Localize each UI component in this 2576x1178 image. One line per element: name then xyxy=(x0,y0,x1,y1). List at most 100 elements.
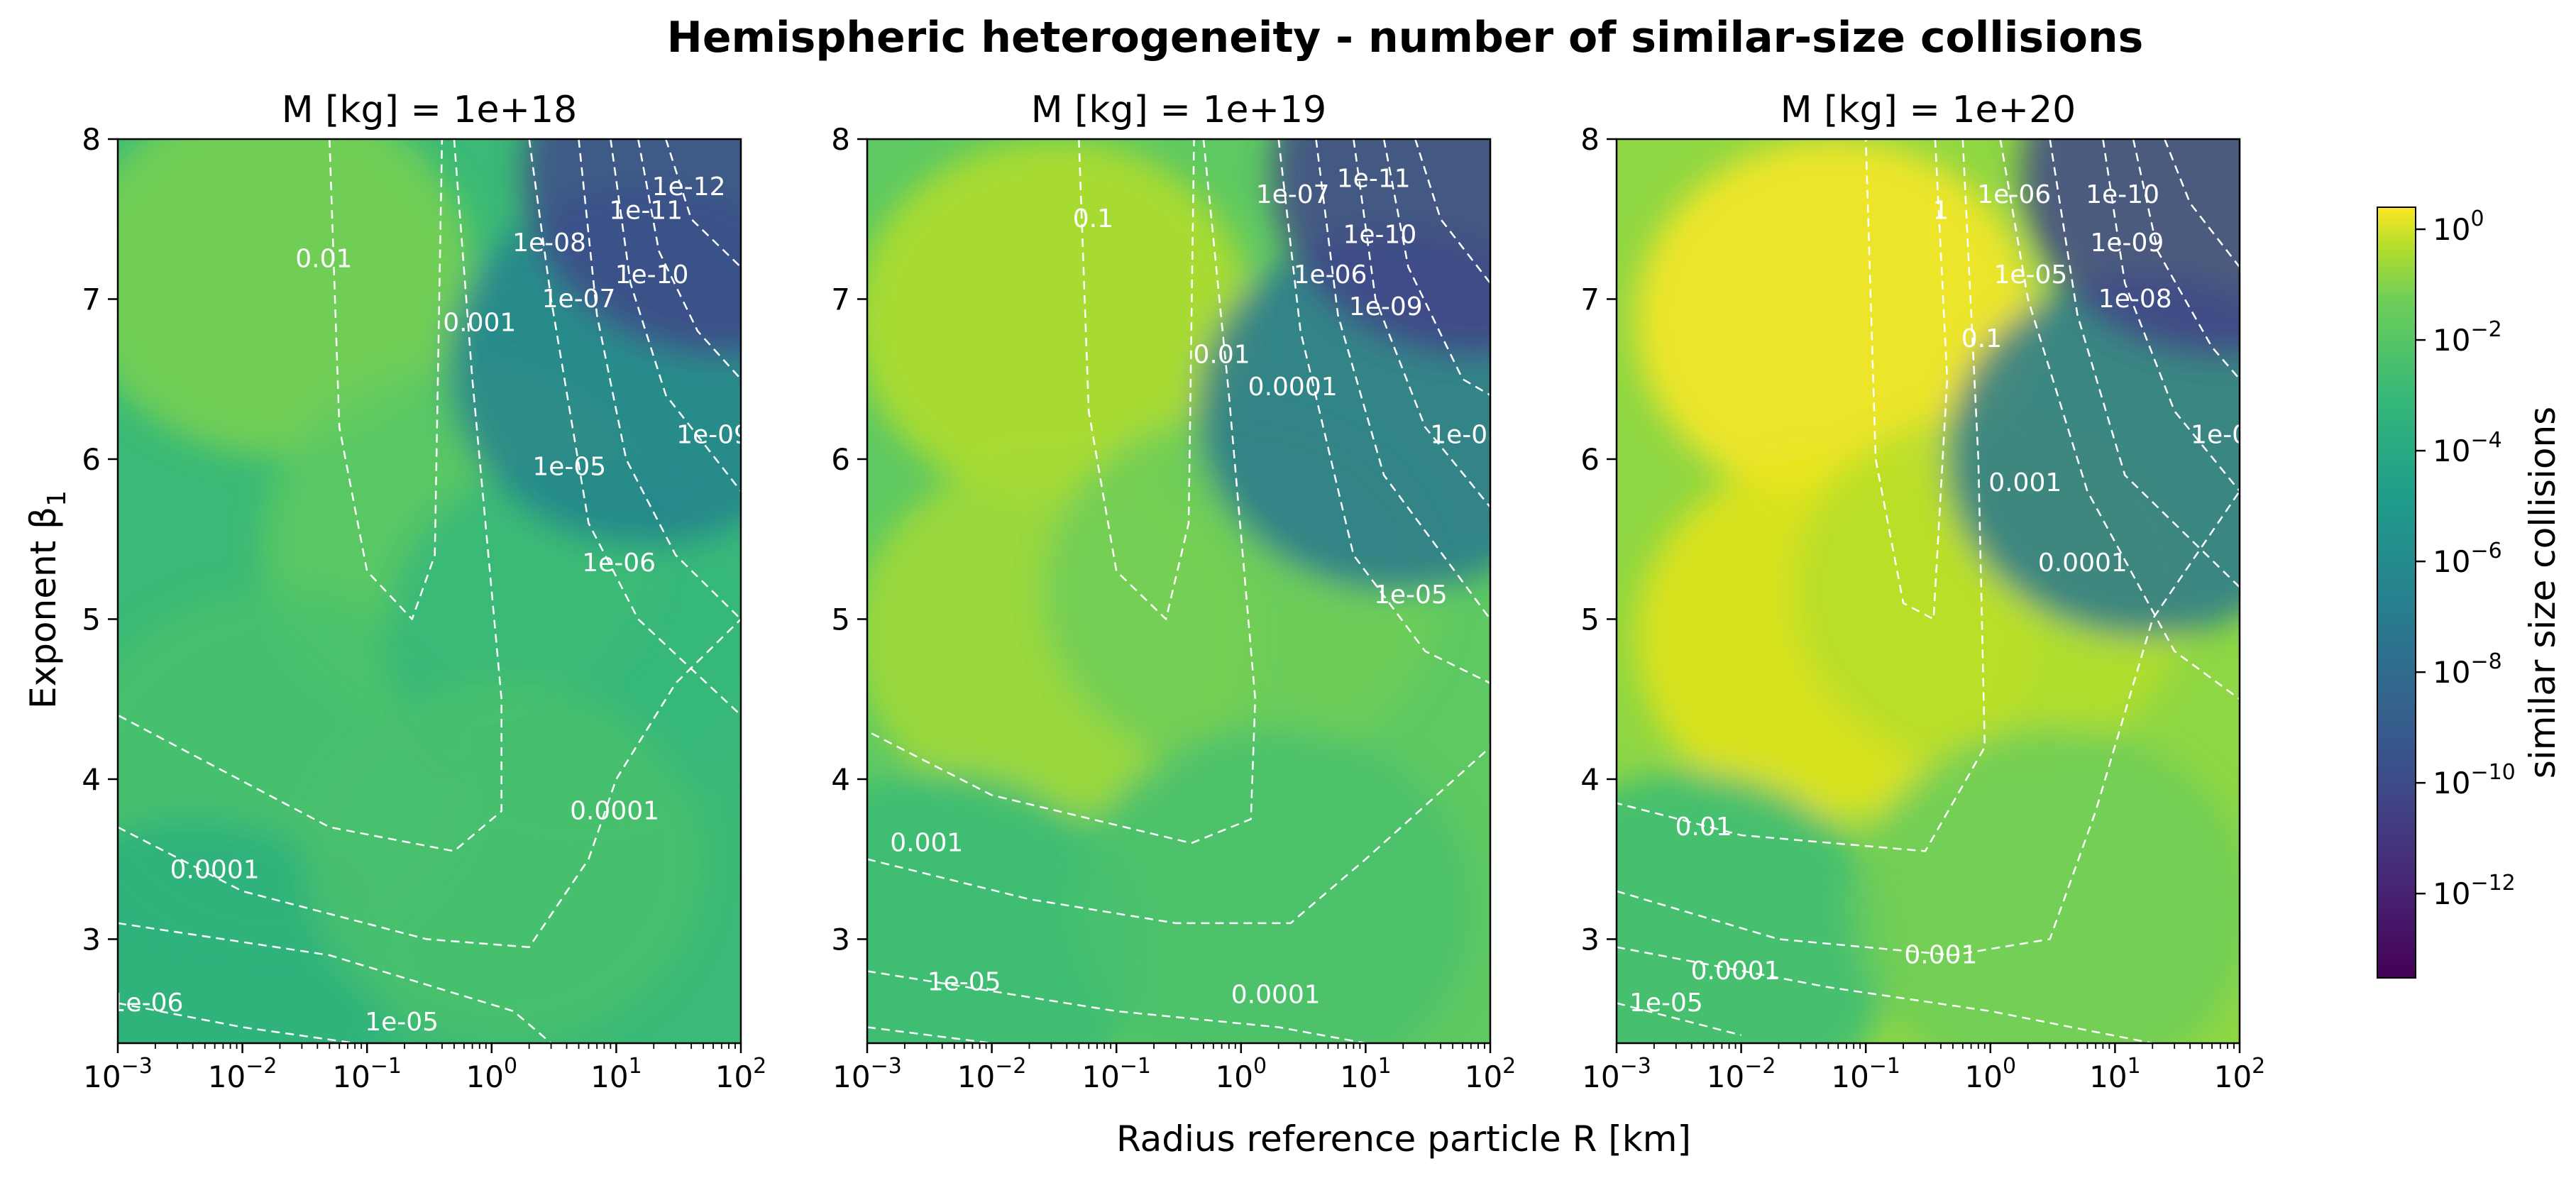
plot-frame xyxy=(1615,138,2241,1045)
contour-label: 0.01 xyxy=(1194,341,1250,370)
contour-line xyxy=(867,1026,992,1043)
contour-line xyxy=(867,139,1257,844)
x-tick-label: 101 xyxy=(1340,1054,1392,1094)
contour-line xyxy=(2049,139,2240,588)
y-tick-label: 3 xyxy=(831,922,850,957)
heatmap-blob xyxy=(867,139,1254,501)
panels: 0.01 0.001 1e-08 1e-07 1e-11 1e-10 1e-12 1e-05 1… xyxy=(82,89,2265,1094)
contour-label: 1e-06 xyxy=(1294,260,1367,290)
contour-line xyxy=(1617,946,2153,1043)
x-tick-label: 102 xyxy=(715,1054,767,1094)
contour-line xyxy=(610,139,741,492)
contour-label: 1e-05 xyxy=(1374,580,1448,610)
x-tick-label: 10−2 xyxy=(208,1054,277,1094)
contour-label: 0.0001 xyxy=(570,796,659,825)
contour-line xyxy=(1617,139,1986,852)
contour-label: 0.001 xyxy=(1988,468,2062,497)
colorbar-tick-label: 10−4 xyxy=(2433,428,2502,468)
contour-label: 1e-09 xyxy=(676,420,750,449)
x-tick-label: 10−3 xyxy=(83,1054,153,1094)
colorbar-label: similar size collisions xyxy=(2522,407,2563,778)
contour-label: 0.01 xyxy=(1675,813,1732,842)
x-tick-label: 100 xyxy=(1216,1054,1267,1094)
colorbar-gradient xyxy=(2377,207,2416,979)
y-tick-label: 5 xyxy=(82,602,101,637)
contour-line xyxy=(1315,139,1490,620)
contour-label: 1e-06 xyxy=(110,989,184,1018)
contour-line xyxy=(867,970,1366,1043)
contour-label: 1e-05 xyxy=(365,1008,439,1037)
panel-1: 0.01 0.001 1e-08 1e-07 1e-11 1e-10 1e-12 1e-05 1… xyxy=(82,89,767,1094)
x-tick-label: 10−2 xyxy=(957,1054,1027,1094)
heatmap-blob xyxy=(1072,727,1472,1043)
contour-label: 0.0001 xyxy=(2038,549,2128,578)
y-tick-label: 7 xyxy=(1580,282,1600,316)
x-tick-label: 10−1 xyxy=(332,1054,402,1094)
heatmap-blob xyxy=(2021,139,2240,356)
contour-label: 1e-07 xyxy=(542,285,616,314)
contour-line xyxy=(118,618,741,948)
contour-label: 1e-12 xyxy=(652,172,726,202)
contour-label: 1e-10 xyxy=(2086,180,2159,209)
y-tick-label: 6 xyxy=(1580,442,1600,477)
y-tick-label: 5 xyxy=(1580,602,1600,637)
panel-title: M [kg] = 1e+20 xyxy=(1780,89,2076,131)
heatmap-blob xyxy=(304,681,704,1043)
colorbar-tick-label: 10−12 xyxy=(2433,871,2516,911)
y-tick-label: 4 xyxy=(831,762,850,797)
y-tick-label: 6 xyxy=(82,442,101,477)
contour-label: 1e-08 xyxy=(1430,420,1504,449)
heatmap-blob xyxy=(1947,275,2240,637)
x-tick-label: 100 xyxy=(466,1054,518,1094)
y-tick-label: 7 xyxy=(82,282,101,316)
y-tick-label: 4 xyxy=(1580,762,1600,797)
contour-line xyxy=(118,139,502,852)
x-tick-label: 10−1 xyxy=(1831,1054,1900,1094)
y-tick-label: 8 xyxy=(1580,122,1600,157)
heatmap-3 xyxy=(1617,139,2240,1043)
contour-label: 0.0001 xyxy=(1691,957,1780,986)
contour-line xyxy=(665,139,741,268)
x-axis-label: Radius reference particle R [km] xyxy=(1116,1118,1691,1160)
contour-label: 1e-10 xyxy=(615,260,689,290)
contour-label: 1e-09 xyxy=(2090,229,2164,258)
contour-label: 1e-09 xyxy=(1349,292,1423,321)
heatmap-blob xyxy=(522,139,741,356)
x-tick-label: 10−2 xyxy=(1707,1054,1776,1094)
colorbar: 100 10−2 10−4 10−6 10−8 10−10 10−12 similar si… xyxy=(2377,207,2563,979)
contour-line xyxy=(867,746,1490,925)
x-tick-label: 102 xyxy=(1465,1054,1517,1094)
heatmap-blob xyxy=(1635,139,2035,501)
colorbar-tick-label: 10−2 xyxy=(2433,317,2502,358)
x-tick-label: 10−1 xyxy=(1081,1054,1151,1094)
heatmap-blob xyxy=(118,139,473,456)
figure-title: Hemispheric heterogeneity - number of si… xyxy=(667,13,2144,62)
contour-label: 0.1 xyxy=(1073,204,1113,233)
contour-line xyxy=(118,1002,356,1043)
contour-line xyxy=(118,922,552,1043)
panel-title: M [kg] = 1e+18 xyxy=(282,89,578,131)
contour-label: 1e-06 xyxy=(582,549,656,578)
plot-frame xyxy=(866,138,1492,1045)
contour-label: 1e-05 xyxy=(928,968,1001,997)
contour-label: 0.001 xyxy=(1904,940,1977,969)
plot-frame xyxy=(116,138,742,1045)
x-tick-label: 101 xyxy=(590,1054,642,1094)
contour-line xyxy=(637,139,741,380)
contour-line xyxy=(2102,139,2240,492)
heatmap-2 xyxy=(867,139,1490,1043)
contour-line xyxy=(528,139,741,716)
colorbar-tick-label: 10−6 xyxy=(2433,539,2502,579)
contour-label: 0.0001 xyxy=(1231,981,1321,1010)
colorbar-ticks: 100 10−2 10−4 10−6 10−8 10−10 10−12 xyxy=(2416,207,2516,911)
contour-label: 1e-11 xyxy=(1337,165,1411,194)
x-tick-label: 100 xyxy=(1965,1054,2017,1094)
contour-line xyxy=(1617,490,2240,957)
contour-line xyxy=(1864,139,1949,620)
y-tick-label: 8 xyxy=(831,122,850,157)
contour-line xyxy=(1617,1002,1741,1036)
y-tick-label: 6 xyxy=(831,442,850,477)
y-tick-label: 7 xyxy=(831,282,850,316)
contour-label: 0.1 xyxy=(1961,324,2002,353)
